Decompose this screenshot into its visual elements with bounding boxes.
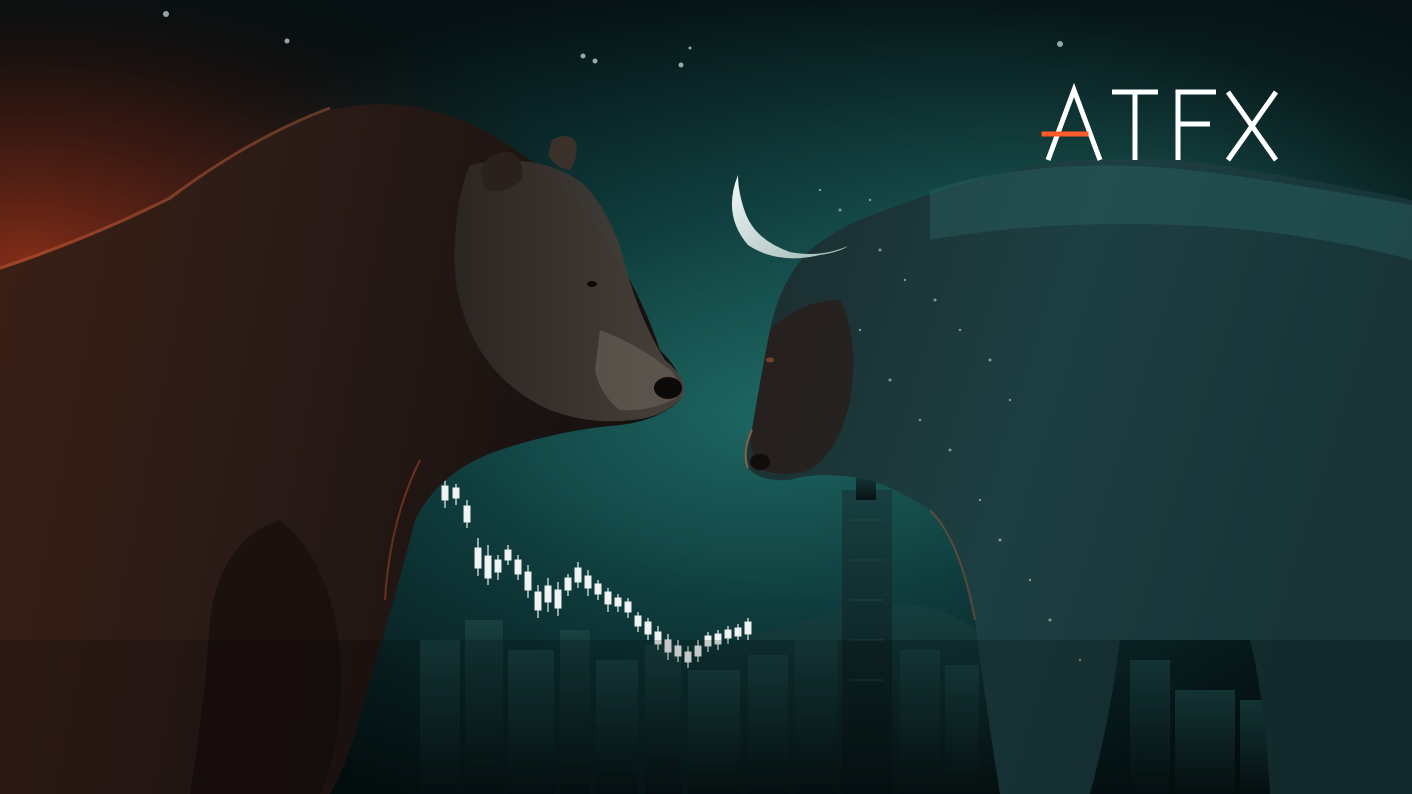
city-skyline <box>420 470 1412 794</box>
atfx-logo: ATFX <box>1038 82 1286 168</box>
tower-lines <box>850 519 884 681</box>
bottom-vignette <box>0 640 1412 794</box>
bear-figure <box>0 104 684 794</box>
atfx-logo-mark <box>1041 82 1279 162</box>
candlestick-chart <box>441 478 752 668</box>
stars <box>163 11 1063 68</box>
horn-shape <box>731 175 848 259</box>
particles <box>818 188 1082 662</box>
bull-figure <box>731 158 1412 794</box>
